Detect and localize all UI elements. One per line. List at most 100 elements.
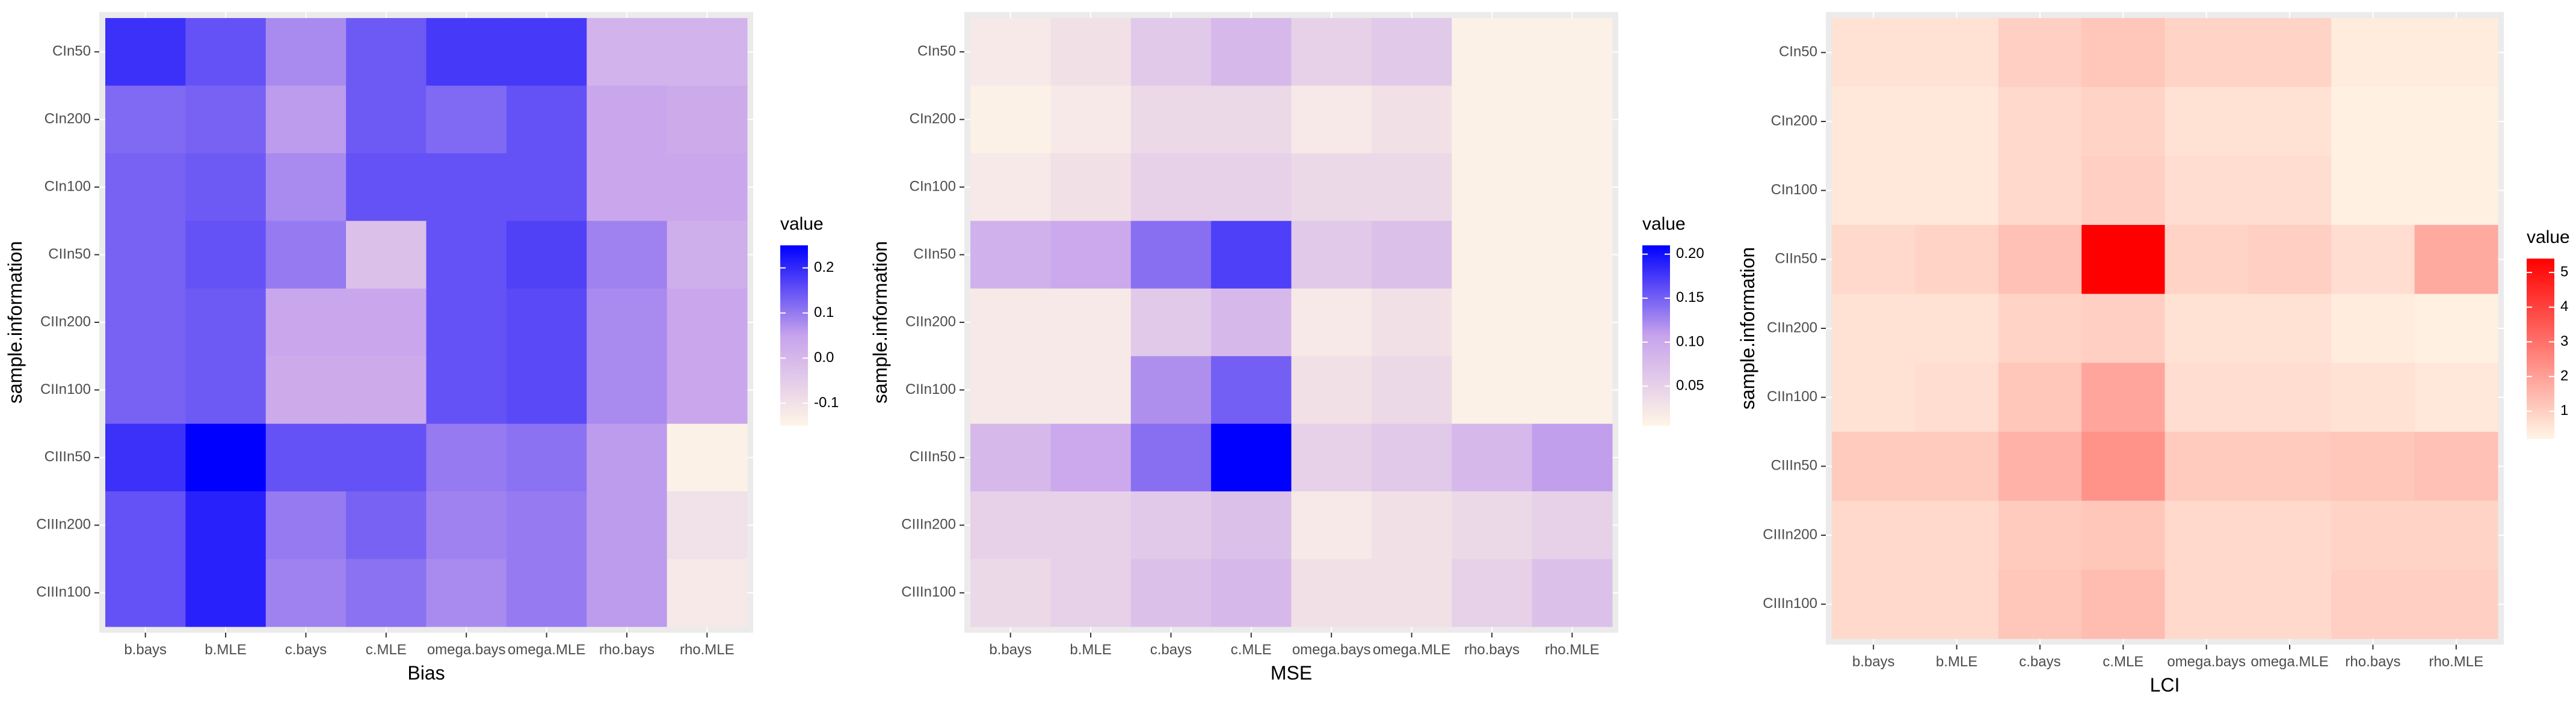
- x-tick-label: c.bays: [2019, 654, 2060, 670]
- heatmap-cell-CIIn50-c.bays: [1130, 221, 1212, 289]
- heatmap-cell-CIIIn50-c.MLE: [2081, 432, 2165, 502]
- y-tick-label: CIIIn200: [1763, 526, 1817, 542]
- heatmap-cell-CIIIn100-b.bays: [1832, 569, 1915, 639]
- heatmap-cell-CIIIn200-c.MLE: [346, 491, 427, 560]
- x-tick-label: omega.bays: [1292, 642, 1371, 658]
- heatmap-cell-CIn200-c.bays: [1130, 85, 1212, 154]
- heatmap-cell-CIn200-c.MLE: [1211, 85, 1292, 154]
- heatmap-cell-CIIn50-omega.bays: [426, 221, 507, 289]
- heatmap-cell-CIn100-b.MLE: [185, 153, 267, 221]
- heatmap-cell-CIn50-omega.bays: [426, 18, 507, 86]
- heatmap-cell-CIIn200-b.MLE: [1915, 293, 1999, 363]
- heatmap-cell-CIn200-b.bays: [970, 85, 1051, 154]
- heatmap-cell-CIIIn50-c.MLE: [1211, 423, 1292, 492]
- y-tick-label: CIIIn200: [901, 517, 956, 533]
- heatmap-cell-CIIIn100-b.MLE: [185, 559, 267, 627]
- heatmap-cell-CIIIn100-rho.bays: [587, 559, 668, 627]
- y-tick-label: CIIIn100: [901, 584, 956, 600]
- heatmap-cell-CIn50-b.bays: [970, 18, 1051, 86]
- heatmap-cell-CIn50-c.bays: [1998, 18, 2082, 88]
- heatmap-cell-CIn200-b.bays: [1832, 87, 1915, 156]
- legend-break-label: 0.1: [814, 304, 834, 321]
- heatmap-cell-CIn100-rho.MLE: [1532, 153, 1613, 221]
- heatmap-cell-CIIIn50-b.MLE: [185, 423, 267, 492]
- x-tick-label: omega.MLE: [2251, 654, 2328, 670]
- heatmap-cell-CIn50-b.MLE: [1050, 18, 1132, 86]
- heatmap-cell-CIn50-rho.bays: [2331, 18, 2415, 88]
- heatmap-cell-CIIn100-c.MLE: [2081, 363, 2165, 432]
- heatmap-cell-CIIIn200-rho.MLE: [667, 491, 748, 560]
- heatmap-cell-CIIn50-omega.bays: [2165, 225, 2249, 295]
- heatmap-cell-CIn100-b.bays: [970, 153, 1051, 221]
- heatmap-cell-CIIn100-b.bays: [970, 356, 1051, 425]
- heatmap-cell-CIIIn50-rho.bays: [1452, 423, 1533, 492]
- heatmap-cell-CIIIn100-c.bays: [1130, 559, 1212, 627]
- legend-break-label: 1: [2560, 402, 2568, 419]
- heatmap-cell-CIn50-b.MLE: [1915, 18, 1999, 88]
- heatmap-cell-CIIIn50-omega.bays: [1291, 423, 1372, 492]
- heatmap-cell-CIIn100-omega.bays: [1291, 356, 1372, 425]
- heatmap-cell-CIIn100-b.bays: [1832, 363, 1915, 432]
- heatmap-cell-CIIIn200-rho.MLE: [1532, 491, 1613, 560]
- heatmap-cell-CIIIn50-omega.MLE: [1371, 423, 1452, 492]
- legend-title: value: [2527, 227, 2570, 247]
- heatmap-cell-CIIn50-b.bays: [970, 221, 1051, 289]
- heatmap-cell-CIIIn200-omega.bays: [1291, 491, 1372, 560]
- heatmap-cell-CIn200-rho.MLE: [1532, 85, 1613, 154]
- heatmap-cell-CIIIn50-omega.bays: [2165, 432, 2249, 502]
- x-tick-label: c.bays: [285, 642, 327, 658]
- heatmap-cell-CIIIn50-c.MLE: [346, 423, 427, 492]
- x-axis-title: Bias: [407, 662, 445, 684]
- heatmap-cell-CIIIn100-omega.bays: [426, 559, 507, 627]
- heatmap-cell-CIIIn50-b.bays: [1832, 432, 1915, 502]
- x-tick-label: c.bays: [1150, 642, 1192, 658]
- y-tick-label: CIIIn50: [910, 449, 956, 465]
- heatmap-cell-CIIIn100-b.MLE: [1050, 559, 1132, 627]
- x-tick-label: rho.MLE: [2429, 654, 2483, 670]
- y-tick-label: CIn100: [910, 178, 956, 194]
- legend-colorbar: [1642, 245, 1670, 426]
- heatmap-cell-CIIn200-b.bays: [105, 288, 186, 357]
- y-tick-label: CIn100: [45, 178, 91, 194]
- y-tick-label: CIn200: [910, 111, 956, 127]
- heatmap-cell-CIIn50-omega.MLE: [2248, 225, 2332, 295]
- heatmap-cell-CIIn200-c.MLE: [1211, 288, 1292, 357]
- heatmap-cell-CIn200-omega.MLE: [2248, 87, 2332, 156]
- heatmap-cell-CIn200-omega.bays: [2165, 87, 2249, 156]
- x-tick-label: b.bays: [124, 642, 167, 658]
- heatmap-cell-CIIIn200-omega.MLE: [1371, 491, 1452, 560]
- heatmap-cell-CIIn100-rho.MLE: [2414, 363, 2498, 432]
- y-tick-label: CIIIn100: [1763, 595, 1817, 612]
- heatmap-cell-CIIIn50-c.bays: [1130, 423, 1212, 492]
- heatmap-cell-CIIn100-c.bays: [1998, 363, 2082, 432]
- y-tick-label: CIn50: [917, 43, 956, 60]
- heatmap-cell-CIIn100-rho.bays: [2331, 363, 2415, 432]
- x-tick-label: omega.bays: [2167, 654, 2246, 670]
- heatmap-cell-CIIIn100-omega.MLE: [506, 559, 587, 627]
- y-tick-label: CIIn200: [40, 313, 91, 330]
- heatmap-cell-CIn100-omega.MLE: [2248, 156, 2332, 226]
- legend-break-label: 0.0: [814, 349, 834, 366]
- y-tick-label: CIIIn100: [36, 584, 91, 600]
- heatmap-cell-CIIn50-b.MLE: [185, 221, 267, 289]
- heatmap-cell-CIIn200-b.MLE: [185, 288, 267, 357]
- y-tick-label: CIIIn50: [45, 449, 91, 465]
- heatmap-cell-CIIn200-c.MLE: [2081, 293, 2165, 363]
- heatmap-cell-CIIn200-rho.MLE: [667, 288, 748, 357]
- heatmap-cell-CIn100-c.MLE: [1211, 153, 1292, 221]
- legend-break-label: 0.15: [1676, 289, 1704, 305]
- heatmap-cell-CIIn100-c.MLE: [346, 356, 427, 425]
- heatmap-cell-CIn50-omega.bays: [1291, 18, 1372, 86]
- heatmap-cell-CIIIn200-b.MLE: [1915, 500, 1999, 570]
- heatmap-cell-CIIIn200-b.MLE: [1050, 491, 1132, 560]
- heatmap-cell-CIn100-c.bays: [1998, 156, 2082, 226]
- heatmap-cell-CIIn200-b.bays: [1832, 293, 1915, 363]
- heatmap-cell-CIn100-c.MLE: [2081, 156, 2165, 226]
- heatmap-cell-CIn50-c.bays: [1130, 18, 1212, 86]
- heatmap-cell-CIIIn100-rho.MLE: [2414, 569, 2498, 639]
- heatmap-cell-CIIIn100-c.bays: [265, 559, 347, 627]
- bias-heatmap-panel: CIn50 CIn200 CIn100 CIIn50 CIIn200 CIIn100 CII…: [4, 12, 839, 684]
- heatmap-cell-CIIIn100-rho.MLE: [1532, 559, 1613, 627]
- heatmap-cell-CIn200-rho.bays: [587, 85, 668, 154]
